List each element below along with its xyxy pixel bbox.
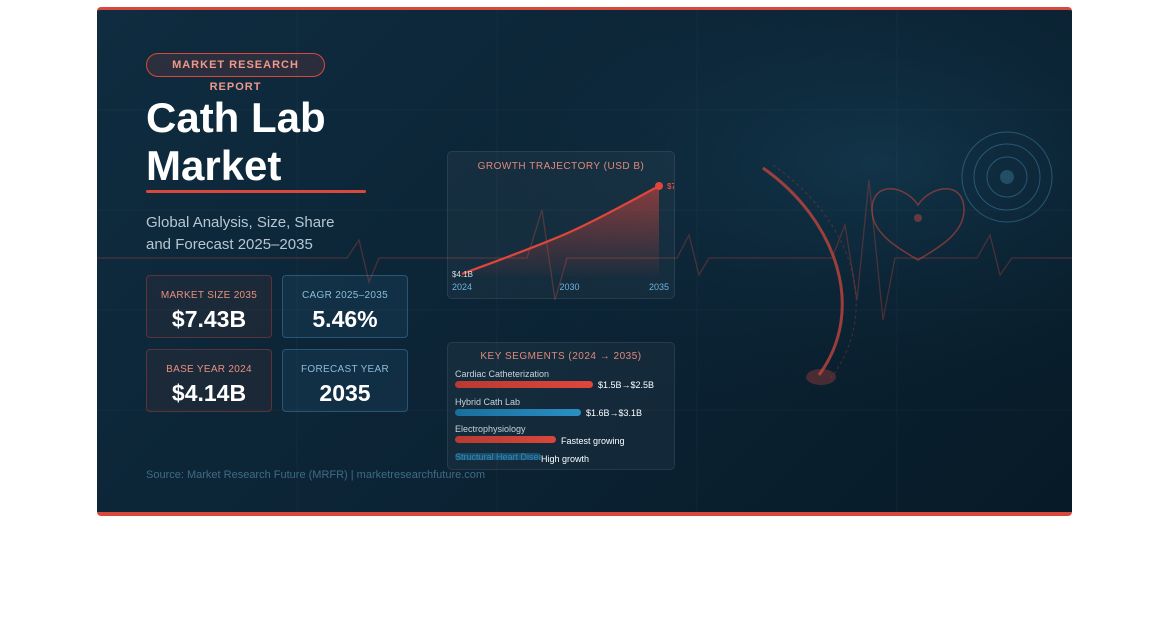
growth-area (462, 186, 659, 276)
segment-bar (455, 436, 556, 443)
stat-label: BASE YEAR 2024 (166, 364, 252, 375)
title-line: Market (146, 142, 282, 189)
subtitle-line: Global Analysis, Size, Share (146, 214, 335, 231)
x-tick-label: 2024 (452, 282, 472, 292)
segment-bar (455, 409, 581, 416)
segment-note: $1.5B→$2.5B (598, 380, 655, 390)
growth-chart: 2024 2030 2035 $4.1B $7.43B (452, 182, 674, 292)
x-tick-label: 2035 (649, 282, 669, 292)
segment-bar (455, 381, 593, 388)
end-point (655, 182, 663, 190)
segment-name: Hybrid Cath Lab (455, 397, 521, 407)
stat-label: MARKET SIZE 2035 (160, 290, 258, 301)
source: Source: Market Research Future (MRFR) | … (146, 469, 486, 481)
hero-card: MARKET RESEARCH REPORT Cath Lab Market G… (97, 7, 1072, 516)
title-underline (146, 190, 366, 193)
segment-note: Fastest growing (561, 436, 625, 446)
stat-value: $7.43B (171, 306, 247, 332)
value-label: $4.1B (452, 270, 473, 279)
stat-card: BASE YEAR 2024 $4.14B (146, 349, 272, 412)
growth-panel: GROWTH TRAJECTORY (USD B) 2024 2030 2035 $4… (447, 151, 675, 299)
x-tick-label: 2030 (559, 282, 579, 292)
badge: MARKET RESEARCH REPORT (146, 53, 325, 93)
segment-bar (455, 453, 541, 460)
value-label: $7.43B (667, 182, 674, 191)
segment-name: Cardiac Catheterization (455, 369, 550, 379)
segment-note: High growth (541, 454, 590, 464)
subtitle-line: and Forecast 2025–2035 (146, 236, 313, 253)
stat-card: FORECAST YEAR 2035 (282, 349, 408, 412)
stat-label: CAGR 2025–2035 (302, 290, 388, 301)
segments-panel: KEY SEGMENTS (2024 → 2035) Cardiac Cathe… (447, 342, 675, 470)
panel-title: GROWTH TRAJECTORY (USD B) (477, 161, 645, 172)
panel-title: KEY SEGMENTS (2024 → 2035) (480, 351, 642, 362)
segment-note: $1.6B→$3.1B (586, 408, 643, 418)
title-line: Cath Lab (146, 94, 326, 141)
growth-line (461, 185, 660, 276)
segment-name: Structural Heart Disease (455, 452, 541, 462)
segment-name: Electrophysiology (455, 424, 526, 434)
stat-card: CAGR 2025–2035 5.46% (282, 275, 408, 338)
stat-value: $4.14B (171, 380, 247, 406)
stat-label: FORECAST YEAR (301, 364, 389, 375)
stat-value: 5.46% (312, 306, 378, 332)
stat-value: 2035 (319, 380, 371, 406)
stat-card: MARKET SIZE 2035 $7.43B (146, 275, 272, 338)
